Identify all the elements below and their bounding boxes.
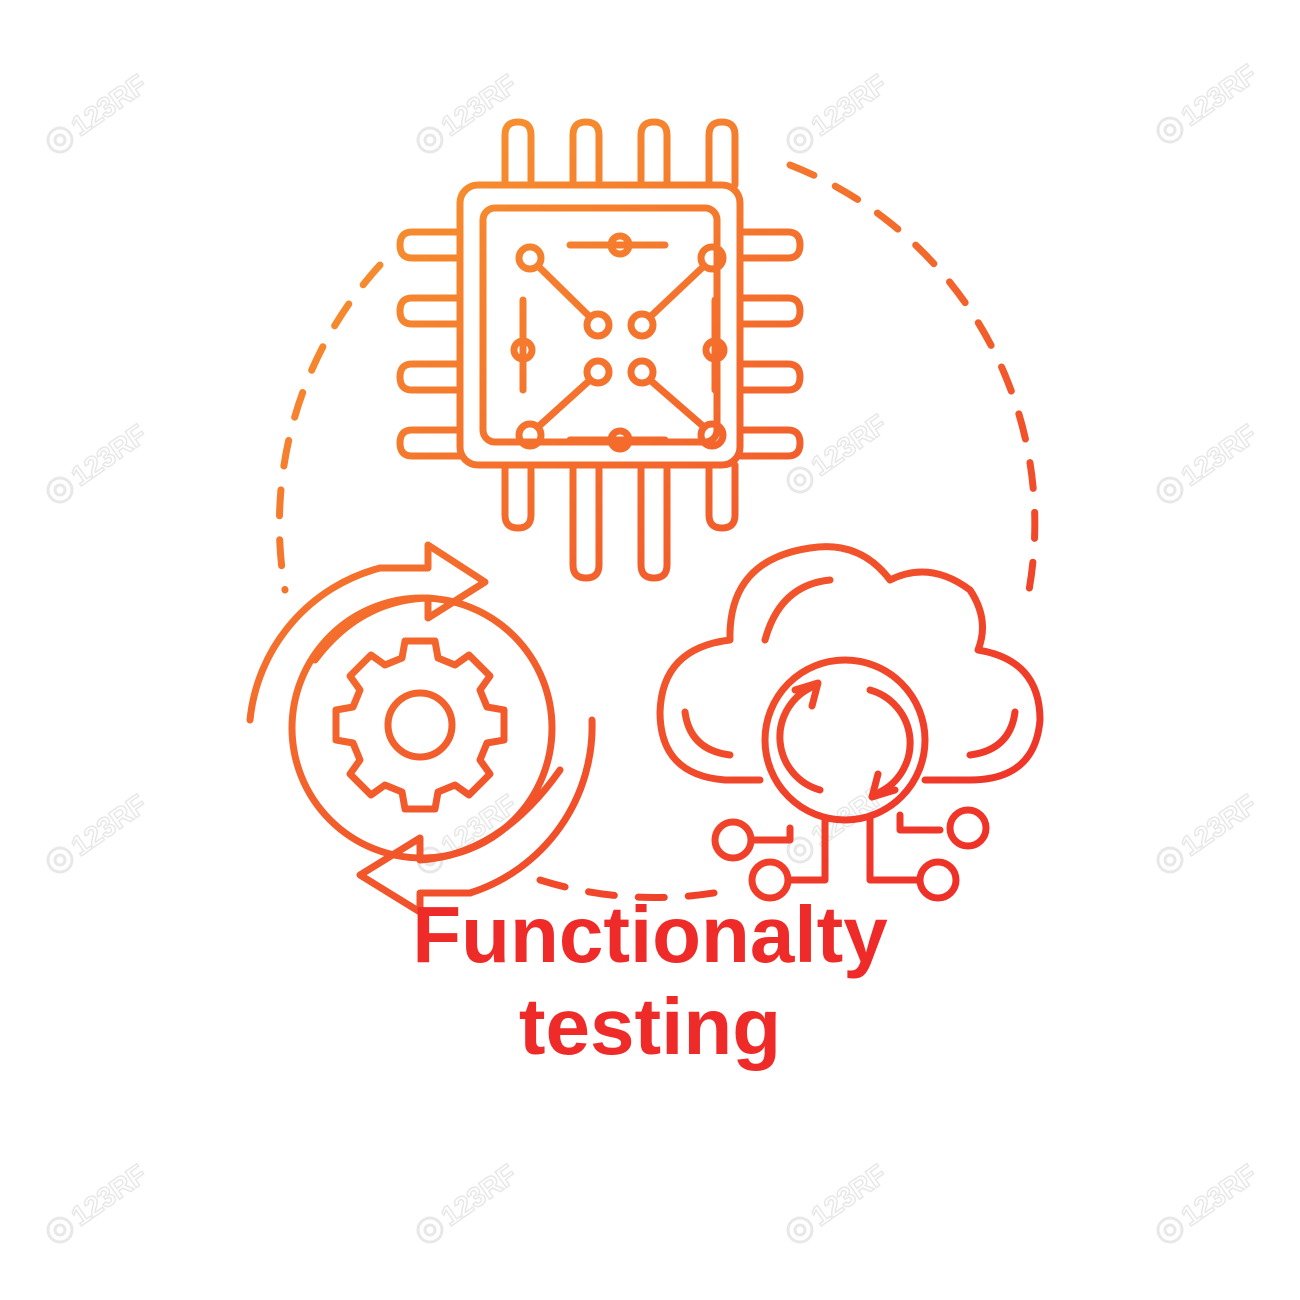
- caption-title-line-1: Functionalty: [412, 890, 888, 979]
- cloud-sync-icon: [656, 543, 1044, 902]
- gear-icon: [332, 637, 508, 813]
- cycle-arrows-icon: [246, 541, 596, 916]
- microchip-icon: [396, 118, 804, 582]
- dashed-circle: [275, 161, 1039, 902]
- caption-title-line-2: testing: [518, 982, 782, 1071]
